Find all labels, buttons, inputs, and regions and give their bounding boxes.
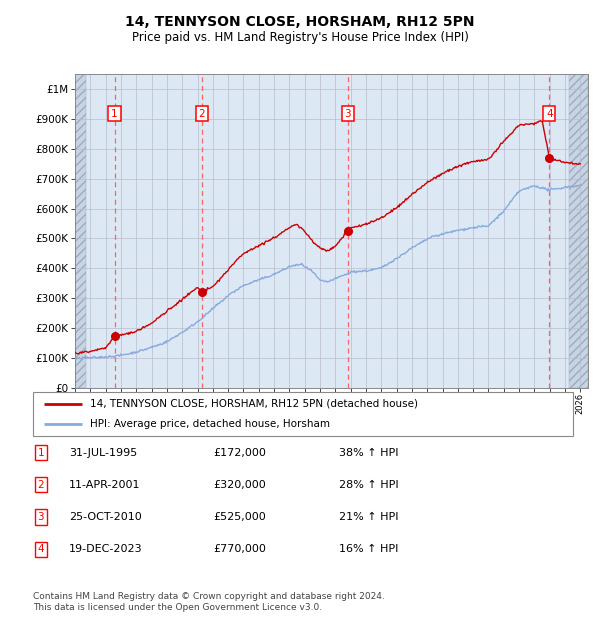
Text: Contains HM Land Registry data © Crown copyright and database right 2024.
This d: Contains HM Land Registry data © Crown c… (33, 592, 385, 611)
Polygon shape (75, 74, 86, 388)
Text: £320,000: £320,000 (213, 480, 266, 490)
Text: 25-OCT-2010: 25-OCT-2010 (69, 512, 142, 522)
Text: £770,000: £770,000 (213, 544, 266, 554)
Text: 19-DEC-2023: 19-DEC-2023 (69, 544, 143, 554)
Polygon shape (86, 74, 569, 388)
Text: Price paid vs. HM Land Registry's House Price Index (HPI): Price paid vs. HM Land Registry's House … (131, 31, 469, 44)
Text: 38% ↑ HPI: 38% ↑ HPI (339, 448, 398, 458)
Text: 14, TENNYSON CLOSE, HORSHAM, RH12 5PN (detached house): 14, TENNYSON CLOSE, HORSHAM, RH12 5PN (d… (90, 399, 418, 409)
FancyBboxPatch shape (33, 392, 573, 436)
Text: 11-APR-2001: 11-APR-2001 (69, 480, 140, 490)
Text: 2: 2 (199, 108, 205, 118)
Text: £525,000: £525,000 (213, 512, 266, 522)
Text: 3: 3 (344, 108, 351, 118)
Text: 4: 4 (37, 544, 44, 554)
Text: 4: 4 (546, 108, 553, 118)
Polygon shape (569, 74, 588, 388)
Text: 31-JUL-1995: 31-JUL-1995 (69, 448, 137, 458)
Text: 3: 3 (37, 512, 44, 522)
Text: 14, TENNYSON CLOSE, HORSHAM, RH12 5PN: 14, TENNYSON CLOSE, HORSHAM, RH12 5PN (125, 16, 475, 30)
Text: 1: 1 (111, 108, 118, 118)
Text: HPI: Average price, detached house, Horsham: HPI: Average price, detached house, Hors… (90, 419, 330, 430)
Text: 28% ↑ HPI: 28% ↑ HPI (339, 480, 398, 490)
Text: 21% ↑ HPI: 21% ↑ HPI (339, 512, 398, 522)
Text: £172,000: £172,000 (213, 448, 266, 458)
Text: 16% ↑ HPI: 16% ↑ HPI (339, 544, 398, 554)
Text: 1: 1 (37, 448, 44, 458)
Text: 2: 2 (37, 480, 44, 490)
